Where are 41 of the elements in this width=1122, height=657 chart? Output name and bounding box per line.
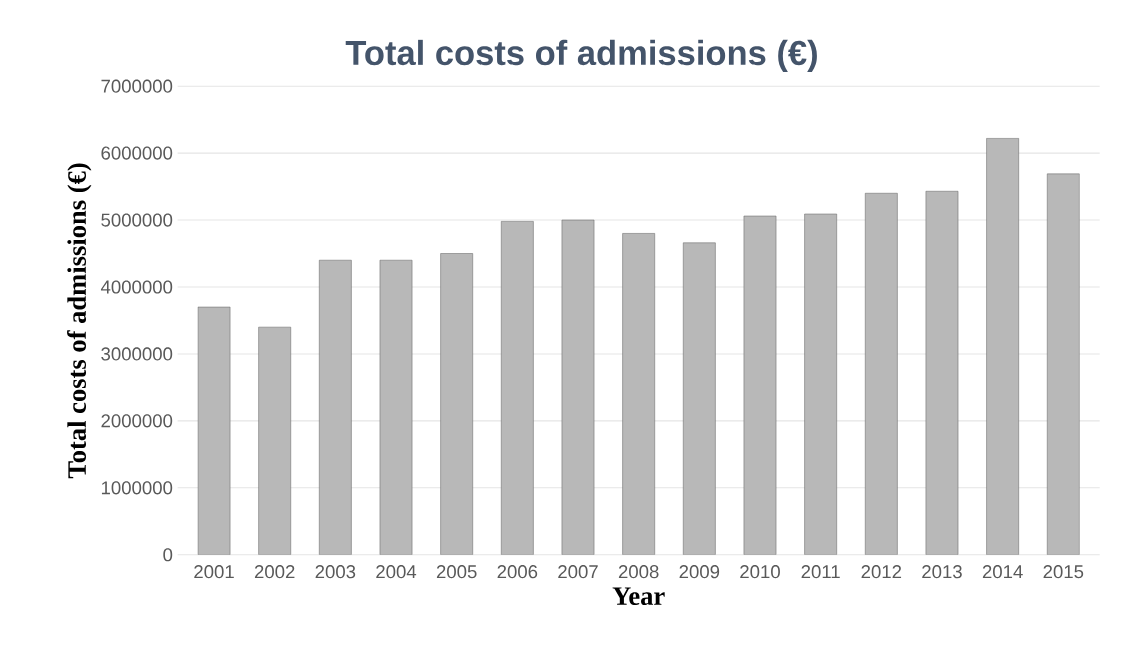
bar [258,326,292,555]
bar [622,233,655,555]
x-axis-title: Year [612,587,665,606]
bar [925,191,959,555]
x-tick-label: 2008 [618,565,659,579]
y-tick-label: 3000000 [101,347,173,361]
y-tick-label: 4000000 [100,280,173,294]
x-tick-label: 2005 [436,565,477,579]
bar [804,213,837,555]
bar [986,138,1019,555]
bar [501,221,534,555]
bar [440,253,473,555]
x-tick-label: 2012 [861,565,902,579]
bar [743,215,777,555]
y-tick-label: 6000000 [101,146,173,160]
x-tick-label: 2015 [1043,565,1084,579]
x-tick-label: 2013 [922,565,962,579]
y-tick-label: 7000000 [101,79,173,93]
x-tick-label: 2010 [740,565,780,579]
chart-title: Total costs of admissions (€) [345,39,817,73]
bar [379,260,413,555]
x-tick-label: 2002 [254,565,295,579]
x-tick-label: 2007 [558,565,598,579]
y-tick-label: 2000000 [101,414,173,428]
y-axis-title: Total costs of admissions (€) [67,163,92,479]
bar [864,193,898,555]
bar [1046,173,1080,555]
x-tick-label: 2014 [982,565,1023,579]
x-tick-label: 2006 [497,565,538,579]
x-tick-label: 2009 [679,565,720,579]
bar [197,306,231,555]
y-tick-label: 5000000 [101,213,173,227]
bar [319,260,352,555]
y-tick-label: 1000000 [101,481,173,495]
x-tick-label: 2004 [376,565,417,579]
x-tick-label: 2011 [801,565,840,579]
x-tick-label: 2003 [315,565,356,579]
y-tick-label: 0 [163,548,173,562]
x-tick-label: 2001 [194,565,234,579]
bar [682,242,716,555]
bar [561,219,595,555]
